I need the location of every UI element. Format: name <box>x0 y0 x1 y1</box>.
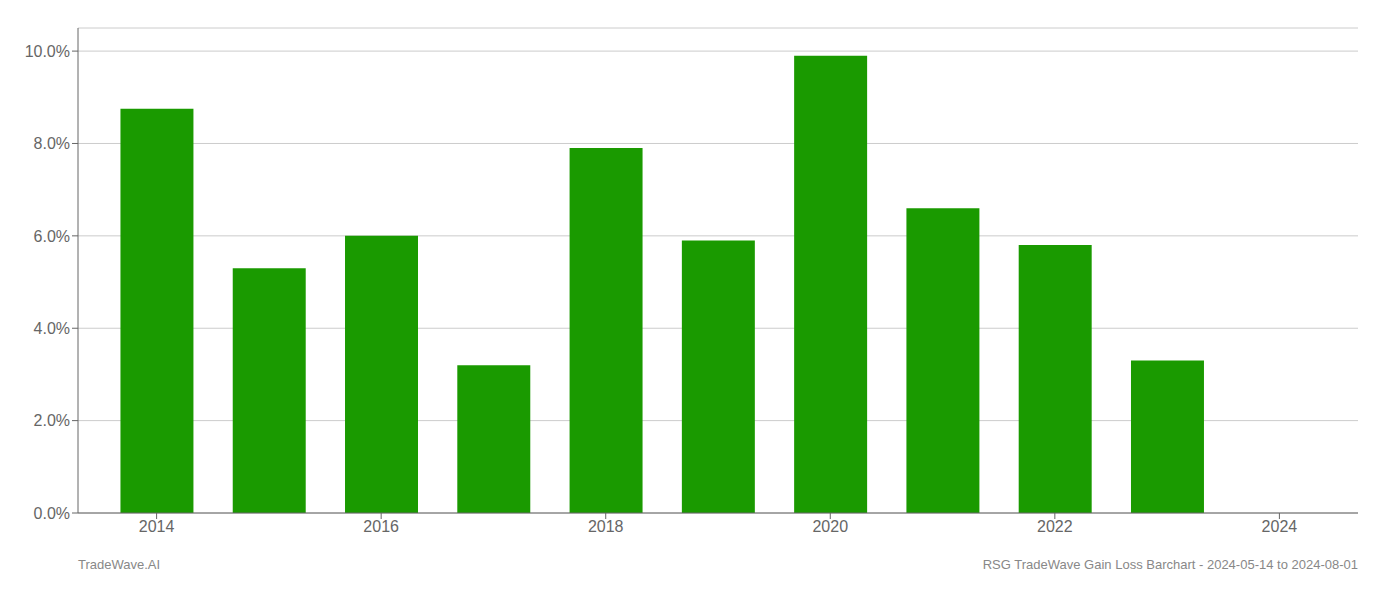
svg-text:0.0%: 0.0% <box>34 505 70 522</box>
svg-text:2.0%: 2.0% <box>34 412 70 429</box>
html-text:TradeWave.AI: TradeWave.AI <box>78 557 161 572</box>
svg-text:2024: 2024 <box>1262 518 1298 535</box>
svg-text:4.0%: 4.0% <box>34 320 70 337</box>
svg-text:2022: 2022 <box>1037 518 1073 535</box>
svg-text:2014: 2014 <box>139 518 175 535</box>
html-text:RSG TradeWave Gain Loss Barcha: RSG TradeWave Gain Loss Barchart - 2024-… <box>982 557 1358 572</box>
svg-text:8.0%: 8.0% <box>34 135 70 152</box>
svg-text:6.0%: 6.0% <box>34 228 70 245</box>
svg-text:10.0%: 10.0% <box>25 43 70 60</box>
svg-text:2018: 2018 <box>588 518 624 535</box>
svg-text:2020: 2020 <box>812 518 848 535</box>
svg-text:2016: 2016 <box>363 518 399 535</box>
